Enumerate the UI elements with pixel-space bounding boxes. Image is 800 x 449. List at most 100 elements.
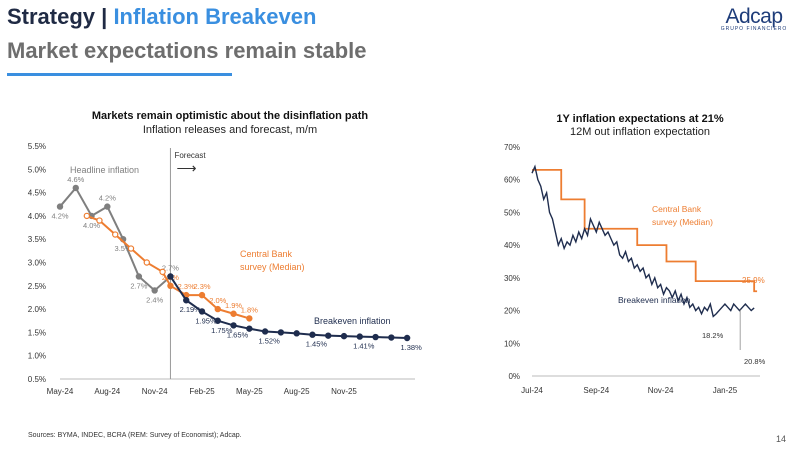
cb-survey-point bbox=[230, 310, 237, 317]
headline-data-label: 4.0% bbox=[83, 221, 100, 230]
chart1-title: Markets remain optimistic about the disi… bbox=[91, 110, 369, 122]
chart2-title: 1Y inflation expectations at 21% bbox=[556, 113, 724, 125]
cb-survey-legend-line2: survey (Median) bbox=[240, 262, 305, 272]
headline-point bbox=[135, 273, 143, 280]
breakeven-point bbox=[261, 328, 269, 335]
x-tick-label: Sep-24 bbox=[583, 386, 609, 395]
y-tick-label: 5.5% bbox=[28, 142, 46, 151]
logo-subtitle: GRUPO FINANCIERO bbox=[720, 26, 788, 32]
breakeven-end-label: 20.8% bbox=[744, 357, 766, 366]
headline-data-label: 2.7% bbox=[130, 281, 147, 290]
breakeven-point bbox=[198, 308, 206, 315]
cb-survey-point bbox=[198, 291, 206, 299]
breakeven-point bbox=[214, 317, 221, 324]
logo-name: Adcap bbox=[725, 5, 783, 28]
y-tick-label: 10% bbox=[504, 339, 520, 348]
breakeven-data-label: 1.65% bbox=[227, 330, 249, 339]
breakeven-point bbox=[277, 329, 285, 336]
cb-survey-legend-line2: survey (Median) bbox=[652, 217, 713, 227]
y-tick-label: 0.5% bbox=[28, 375, 46, 384]
breakeven-data-label: 1.52% bbox=[258, 336, 280, 345]
sources-note: Sources: BYMA, INDEC, BCRA (REM: Survey … bbox=[28, 432, 242, 439]
cb-survey-data-label: 2.3% bbox=[193, 282, 210, 291]
y-tick-label: 2.0% bbox=[28, 305, 46, 314]
cb-survey-data-label: 2.0% bbox=[209, 296, 226, 305]
y-tick-label: 1.5% bbox=[28, 328, 46, 337]
cb-survey-legend-line1: Central Bank bbox=[240, 249, 293, 259]
x-tick-label: May-24 bbox=[47, 387, 74, 396]
breakeven-data-label: 1.75% bbox=[211, 326, 233, 335]
cb-survey-end-label: 25.9% bbox=[742, 276, 765, 285]
y-tick-label: 20% bbox=[504, 307, 520, 316]
breakeven-data-label: 1.45% bbox=[306, 340, 328, 349]
breakeven-data-label: 1.41% bbox=[353, 342, 375, 351]
headline-point bbox=[56, 203, 64, 210]
cb-survey-point bbox=[214, 305, 221, 313]
cb-survey-legend-line1: Central Bank bbox=[652, 204, 702, 214]
headline-data-label: 4.6% bbox=[67, 175, 84, 184]
breakeven-point bbox=[388, 334, 395, 341]
breakeven-point bbox=[183, 297, 190, 304]
y-tick-label: 30% bbox=[504, 274, 520, 283]
x-tick-label: Aug-24 bbox=[94, 387, 120, 396]
headline-point bbox=[104, 203, 111, 210]
headline-line bbox=[59, 186, 172, 292]
headline-data-label: 2.4% bbox=[146, 295, 163, 304]
forecast-arrow: ⟶ bbox=[176, 160, 196, 176]
y-tick-label: 50% bbox=[504, 208, 520, 217]
headline-point bbox=[151, 287, 158, 294]
cb-survey-data-label: 1.9% bbox=[225, 301, 242, 310]
x-tick-label: Nov-24 bbox=[142, 387, 168, 396]
breakeven-point bbox=[167, 273, 174, 280]
cb-survey-data-label: 1.8% bbox=[241, 305, 258, 314]
breakeven-line bbox=[169, 275, 408, 339]
headline-legend: Headline inflation bbox=[70, 165, 139, 175]
headline-point bbox=[72, 184, 79, 192]
y-tick-label: 5.0% bbox=[28, 165, 46, 174]
cb-survey-point bbox=[127, 245, 135, 252]
x-tick-label: Nov-25 bbox=[331, 387, 357, 396]
y-tick-label: 40% bbox=[504, 241, 520, 250]
page-title: Strategy | Inflation Breakeven bbox=[7, 4, 316, 30]
x-tick-label: Feb-25 bbox=[189, 387, 215, 396]
headline-data-label: 3.5% bbox=[115, 244, 132, 253]
y-tick-label: 60% bbox=[504, 176, 520, 185]
adcap-logo: Adcap GRUPO FINANCIERO bbox=[718, 5, 790, 32]
headline-data-label: 4.2% bbox=[99, 194, 116, 203]
page-subtitle: Market expectations remain stable bbox=[7, 38, 367, 63]
headline-data-label: 2.7% bbox=[162, 263, 179, 272]
title-main: Strategy | bbox=[7, 4, 108, 29]
cb-survey-point bbox=[143, 259, 150, 266]
breakeven-point bbox=[356, 333, 363, 340]
y-tick-label: 4.5% bbox=[28, 189, 46, 198]
cb-survey-point bbox=[167, 282, 174, 289]
y-tick-label: 0% bbox=[508, 372, 520, 381]
breakeven-point bbox=[325, 332, 332, 339]
breakeven-point bbox=[372, 333, 379, 341]
breakeven-low-label: 18.2% bbox=[702, 331, 724, 340]
breakeven-legend: Breakeven inflation bbox=[618, 295, 691, 305]
cb-survey-point bbox=[96, 217, 103, 224]
breakeven-data-label: 1.38% bbox=[400, 343, 422, 352]
breakeven-legend: Breakeven inflation bbox=[314, 316, 391, 326]
cb-survey-point bbox=[246, 315, 253, 322]
headline-data-label: 4.2% bbox=[51, 212, 68, 221]
cb-survey-data-label: 2.3% bbox=[178, 282, 195, 291]
breakeven-point bbox=[403, 334, 411, 342]
cb-survey-point bbox=[83, 212, 91, 220]
breakeven-data-label: 2.19% bbox=[180, 305, 202, 314]
cb-survey-point bbox=[112, 231, 119, 238]
y-tick-label: 4.0% bbox=[28, 212, 46, 221]
y-tick-label: 2.5% bbox=[28, 282, 46, 291]
breakeven-point bbox=[309, 331, 316, 338]
x-tick-label: Jul-24 bbox=[521, 386, 543, 395]
x-tick-label: Nov-24 bbox=[648, 386, 674, 395]
breakeven-data-label: 1.95% bbox=[195, 316, 217, 325]
x-tick-label: Jan-25 bbox=[713, 386, 738, 395]
breakeven-point bbox=[340, 332, 348, 340]
cb-survey-point bbox=[159, 268, 166, 276]
title-accent: Inflation Breakeven bbox=[113, 4, 317, 29]
y-tick-label: 70% bbox=[504, 143, 520, 152]
